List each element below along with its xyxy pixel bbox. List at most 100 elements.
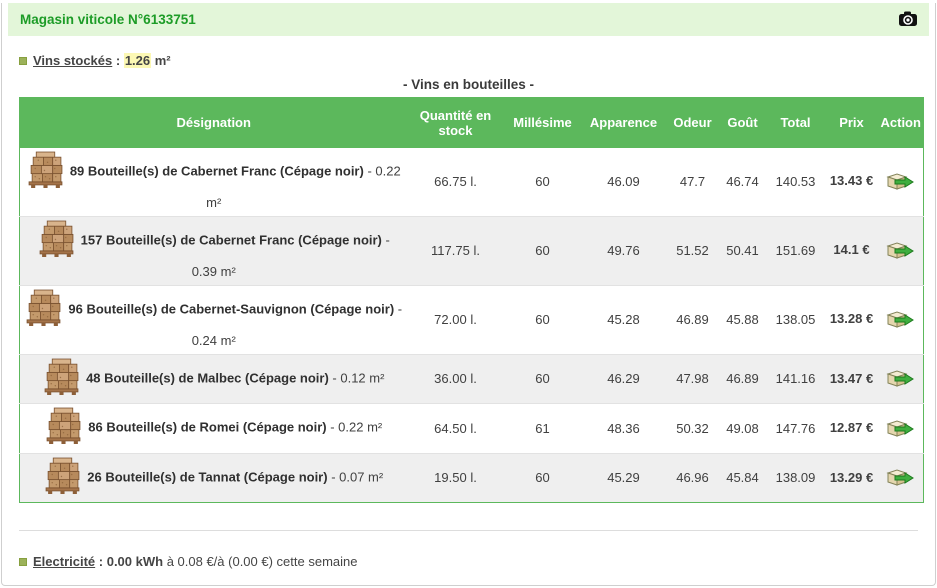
col-odeur: Odeur bbox=[665, 97, 720, 148]
wine-prix: 13.29 € bbox=[829, 469, 874, 485]
wine-prix: 12.87 € bbox=[829, 420, 874, 436]
wine-apparence: 45.29 bbox=[607, 470, 640, 486]
wine-odeur: 46.89 bbox=[676, 312, 709, 327]
wine-qty: 72.00 l. bbox=[434, 312, 477, 327]
wine-apparence: 46.29 bbox=[607, 371, 640, 387]
wine-odeur: 47.7 bbox=[679, 174, 706, 189]
wine-qty: 66.75 l. bbox=[434, 174, 477, 189]
sell-action-icon[interactable] bbox=[886, 466, 914, 489]
wine-gout: 46.74 bbox=[726, 174, 759, 189]
wine-total: 151.69 bbox=[775, 243, 816, 258]
wine-total: 138.09 bbox=[775, 470, 816, 486]
wine-total: 140.53 bbox=[775, 174, 816, 189]
magasin-panel: Magasin viticole N°6133751 Vins stockés … bbox=[1, 3, 936, 586]
wine-apparence: 46.09 bbox=[607, 174, 640, 189]
wine-qty: 117.75 l. bbox=[431, 243, 480, 258]
wine-qty: 36.00 l. bbox=[434, 371, 477, 387]
col-total: Total bbox=[765, 97, 826, 148]
wine-crate-icon bbox=[27, 151, 64, 191]
stock-unit: m² bbox=[151, 53, 171, 68]
wine-prix: 13.28 € bbox=[829, 311, 874, 327]
table-row: 157 Bouteille(s) de Cabernet Franc (Cépa… bbox=[19, 216, 924, 285]
wine-millesime: 60 bbox=[535, 312, 550, 327]
wine-gout: 50.41 bbox=[726, 243, 759, 258]
wine-crate-icon bbox=[43, 358, 80, 398]
wine-size: - 0.22 m² bbox=[206, 163, 401, 210]
table-row: 86 Bouteille(s) de Romei (Cépage noir) -… bbox=[19, 403, 924, 454]
wine-total: 138.05 bbox=[775, 312, 816, 327]
wine-gout: 49.08 bbox=[726, 420, 759, 436]
wine-odeur: 46.96 bbox=[676, 470, 709, 486]
wine-crate-icon bbox=[44, 457, 81, 497]
green-square-bullet-icon bbox=[19, 558, 27, 566]
wine-size: - 0.24 m² bbox=[191, 301, 403, 348]
sell-action-icon[interactable] bbox=[886, 417, 914, 440]
green-square-bullet-icon bbox=[19, 57, 27, 65]
col-action: Action bbox=[877, 97, 924, 148]
sell-action-icon[interactable] bbox=[886, 308, 914, 331]
wine-gout: 45.84 bbox=[726, 470, 759, 486]
col-apparence: Apparence bbox=[581, 97, 666, 148]
wine-crate-icon bbox=[25, 289, 62, 329]
wine-apparence: 45.28 bbox=[607, 312, 640, 327]
wine-name: 48 Bouteille(s) de Malbec (Cépage noir) bbox=[86, 370, 329, 386]
sell-action-icon[interactable] bbox=[886, 367, 914, 390]
table-row: 89 Bouteille(s) de Cabernet Franc (Cépag… bbox=[20, 148, 924, 217]
wine-gout: 45.88 bbox=[726, 312, 759, 327]
sell-action-icon[interactable] bbox=[886, 170, 914, 193]
col-gout: Goût bbox=[719, 97, 766, 148]
stock-separator: : bbox=[112, 53, 124, 68]
titlebar: Magasin viticole N°6133751 bbox=[8, 3, 929, 36]
col-millesime: Millésime bbox=[503, 97, 582, 148]
sell-action-icon[interactable] bbox=[886, 239, 914, 262]
wine-apparence: 48.36 bbox=[607, 420, 640, 436]
wine-millesime: 60 bbox=[535, 243, 550, 258]
wine-millesime: 60 bbox=[535, 174, 550, 189]
wine-prix: 13.47 € bbox=[829, 370, 874, 386]
wine-size: - 0.12 m² bbox=[328, 370, 385, 386]
electricity-value: 0.00 kWh bbox=[106, 554, 164, 569]
wine-size: - 0.39 m² bbox=[191, 232, 390, 279]
stock-summary-line: Vins stockés : 1.26 m² bbox=[19, 53, 918, 68]
table-header-row: Désignation Quantité en stock Millésime … bbox=[19, 97, 924, 148]
wine-apparence: 49.76 bbox=[607, 243, 640, 258]
page-title: Magasin viticole N°6133751 bbox=[20, 11, 196, 27]
wine-odeur: 47.98 bbox=[676, 371, 709, 387]
wine-qty: 64.50 l. bbox=[434, 420, 477, 436]
wine-qty: 19.50 l. bbox=[434, 470, 477, 486]
wine-millesime: 61 bbox=[535, 420, 550, 436]
wine-millesime: 60 bbox=[535, 371, 550, 387]
wine-crate-icon bbox=[38, 220, 75, 260]
electricity-label: Electricité bbox=[33, 554, 96, 569]
table-row: 96 Bouteille(s) de Cabernet-Sauvignon (C… bbox=[19, 285, 924, 354]
wine-millesime: 60 bbox=[535, 470, 550, 486]
wine-name: 86 Bouteille(s) de Romei (Cépage noir) bbox=[88, 419, 327, 435]
wine-name: 89 Bouteille(s) de Cabernet Franc (Cépag… bbox=[69, 163, 364, 179]
electricity-detail: à 0.08 €/à (0.00 €) cette semaine bbox=[163, 554, 358, 569]
table-row: 26 Bouteille(s) de Tannat (Cépage noir) … bbox=[19, 453, 924, 503]
electricity-line: Electricité : 0.00 kWh à 0.08 €/à (0.00 … bbox=[19, 554, 918, 569]
stock-label: Vins stockés bbox=[33, 53, 113, 68]
col-designation: Désignation bbox=[19, 97, 408, 148]
camera-icon[interactable] bbox=[899, 11, 917, 27]
stock-value: 1.26 bbox=[123, 53, 152, 68]
table-row: 48 Bouteille(s) de Malbec (Cépage noir) … bbox=[19, 354, 924, 404]
wine-odeur: 51.52 bbox=[676, 243, 709, 258]
wine-name: 157 Bouteille(s) de Cabernet Franc (Cépa… bbox=[80, 232, 382, 248]
wine-size: - 0.22 m² bbox=[326, 419, 383, 435]
wine-odeur: 50.32 bbox=[676, 420, 709, 436]
content: Vins stockés : 1.26 m² - Vins en bouteil… bbox=[2, 53, 935, 569]
wine-crate-icon bbox=[45, 407, 82, 447]
wine-name: 26 Bouteille(s) de Tannat (Cépage noir) bbox=[87, 469, 328, 485]
electricity-separator: : bbox=[95, 554, 107, 569]
col-prix: Prix bbox=[825, 97, 878, 148]
col-quantite: Quantité en stock bbox=[407, 97, 504, 148]
wine-size: - 0.07 m² bbox=[327, 469, 384, 485]
wine-gout: 46.89 bbox=[726, 371, 759, 387]
wine-prix: 14.1 € bbox=[833, 242, 870, 258]
wine-name: 96 Bouteille(s) de Cabernet-Sauvignon (C… bbox=[68, 301, 395, 317]
wine-total: 141.16 bbox=[775, 371, 816, 387]
wine-total: 147.76 bbox=[775, 420, 816, 436]
section-divider bbox=[19, 530, 918, 531]
wine-prix: 13.43 € bbox=[829, 173, 874, 189]
